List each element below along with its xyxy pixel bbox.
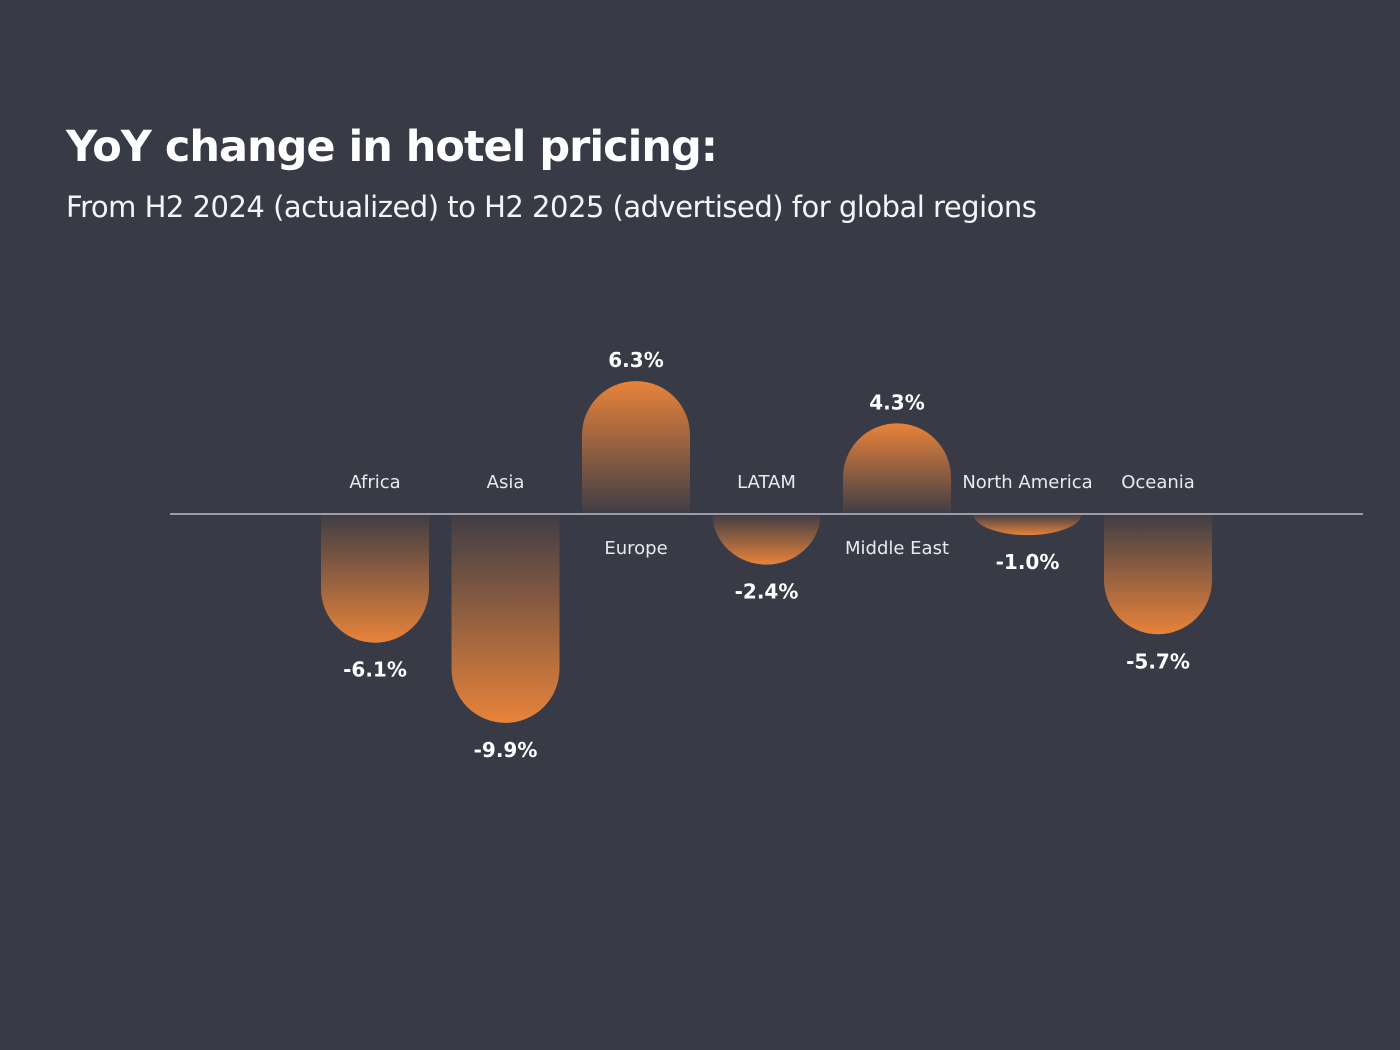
- bar-middle-east: [843, 423, 951, 514]
- category-label-middle-east: Middle East: [845, 538, 949, 559]
- value-label-asia: -9.9%: [474, 738, 538, 762]
- category-label-europe: Europe: [604, 538, 667, 559]
- category-label-africa: Africa: [349, 472, 400, 493]
- bar-asia: [451, 514, 560, 723]
- bars-group: -6.1% Africa -9.9% Asia 6.3% Europe -2.4% LATAM…: [321, 348, 1212, 762]
- category-label-oceania: Oceania: [1121, 472, 1195, 493]
- value-label-europe: 6.3%: [608, 348, 663, 372]
- value-label-latam: -2.4%: [735, 580, 799, 604]
- bar-africa: [321, 514, 429, 643]
- category-label-asia: Asia: [487, 472, 525, 493]
- chart-title: YoY change in hotel pricing:: [66, 122, 718, 172]
- bar-oceania: [1104, 514, 1212, 635]
- bar-north-america: [973, 514, 1082, 536]
- value-label-africa: -6.1%: [343, 658, 407, 682]
- bar-latam: [712, 514, 821, 565]
- value-label-oceania: -5.7%: [1126, 649, 1190, 673]
- value-label-middle-east: 4.3%: [869, 390, 924, 414]
- chart-subtitle: From H2 2024 (actualized) to H2 2025 (ad…: [66, 190, 1037, 224]
- value-label-north-america: -1.0%: [996, 550, 1060, 574]
- bar-europe: [582, 381, 690, 514]
- category-label-latam: LATAM: [737, 472, 796, 493]
- category-label-north-america: North America: [962, 472, 1092, 493]
